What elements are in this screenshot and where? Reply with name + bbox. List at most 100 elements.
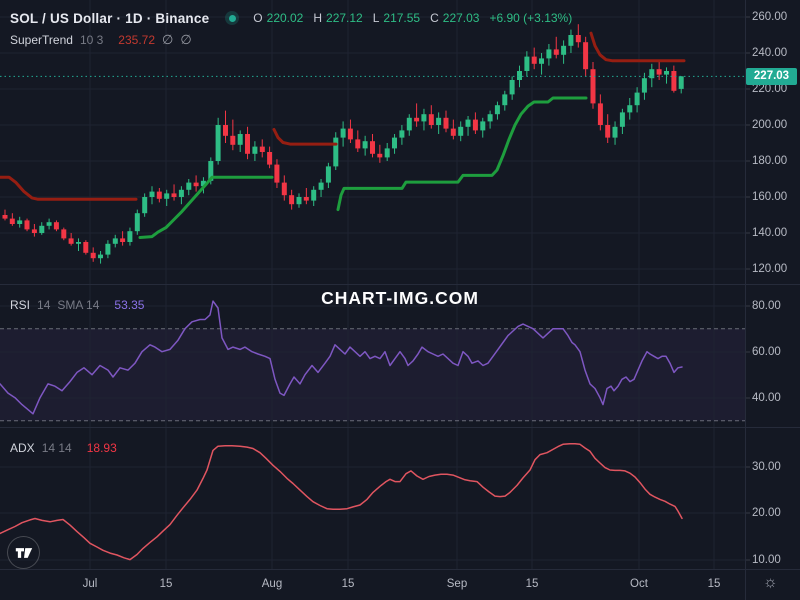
candle-body [142, 197, 148, 214]
candle-body [362, 141, 368, 149]
price-scale-label: 180.00 [752, 155, 788, 167]
rsi-value: 53.35 [114, 298, 145, 312]
candle-body [24, 220, 30, 230]
candle-body [318, 182, 324, 190]
candle-body [575, 35, 581, 43]
adx-value: 18.93 [86, 441, 117, 455]
ohlc-readout: O 220.02 H 227.12 L 217.55 C 227.03 +6.9… [253, 11, 578, 25]
candle-body [583, 42, 589, 70]
price-scale-label: 260.00 [752, 11, 788, 23]
candle-body [303, 197, 309, 201]
candle-body [377, 153, 383, 158]
candle-body [414, 117, 420, 122]
candle-body [553, 49, 559, 55]
candle-body [289, 195, 295, 205]
rsi-line [0, 300, 683, 415]
candle-body [370, 141, 375, 154]
price-scale-label: 120.00 [752, 263, 788, 275]
candle-body [164, 193, 170, 199]
close-value: 227.03 [442, 11, 480, 25]
price-scale-label: 240.00 [752, 47, 788, 59]
sun-icon[interactable]: ☼ [763, 574, 778, 591]
candle-body [509, 80, 515, 95]
candle-body [392, 137, 397, 149]
candle-body [90, 252, 96, 259]
open-value: 220.02 [266, 11, 304, 25]
candle-body [612, 126, 618, 138]
adx-indicator-name[interactable]: ADX [10, 441, 35, 455]
candle-body [171, 193, 177, 197]
candle-body [112, 238, 118, 244]
candle-body [436, 117, 442, 125]
candle-body [134, 213, 140, 232]
candle-body [215, 125, 221, 161]
change-value: +6.90 (+3.13%) [489, 11, 573, 25]
candle-body [664, 71, 669, 75]
candle-body [193, 182, 199, 187]
adx-params: 14 14 [41, 441, 72, 455]
candle-body [494, 105, 500, 115]
candle-body [347, 128, 353, 140]
rsi-indicator-name[interactable]: RSI [10, 298, 31, 312]
supertrend-value: 235.72 [118, 33, 155, 47]
tradingview-logo[interactable] [7, 536, 40, 569]
price-scale-label: 60.00 [752, 346, 781, 358]
candle-body [678, 76, 684, 89]
candle-body [223, 125, 228, 136]
rsi-param: 14 [37, 298, 51, 312]
candle-body [259, 146, 265, 152]
time-scale-label: 15 [159, 578, 173, 590]
candle-body [480, 121, 486, 131]
open-label: O [253, 11, 263, 25]
candle-body [450, 128, 456, 136]
candle-body [465, 119, 471, 127]
rsi-band [0, 328, 745, 421]
candle-body [597, 103, 603, 125]
price-scale-label: 140.00 [752, 227, 788, 239]
price-legend: SOL / US Dollar · 1D · Binance O 220.02 … [10, 8, 578, 49]
candle-body [524, 56, 530, 71]
candle-body [127, 231, 133, 242]
candle-body [531, 56, 537, 64]
rsi-ma-label: SMA 14 [57, 298, 100, 312]
candle-body [421, 114, 427, 122]
time-scale-label: 15 [525, 578, 539, 590]
supertrend-indicator-name[interactable]: SuperTrend [10, 33, 73, 47]
candle-body [2, 215, 8, 219]
supertrend-down-line [272, 128, 338, 146]
empty-set-icon: ∅ [162, 32, 174, 47]
symbol-title[interactable]: SOL / US Dollar · 1D · Binance [10, 10, 210, 26]
candle-body [31, 229, 37, 233]
adx-line [0, 443, 683, 561]
candle-body [274, 164, 280, 183]
candle-body [671, 71, 677, 91]
candle-body [539, 58, 544, 64]
candle-body [120, 238, 126, 242]
time-scale-label: Sep [446, 578, 468, 590]
candle-body [237, 134, 243, 145]
supertrend-down-line [0, 175, 138, 201]
candle-body [178, 189, 184, 197]
price-scale-label: 80.00 [752, 300, 781, 312]
close-label: C [430, 11, 439, 25]
candle-body [252, 146, 258, 154]
low-value: 217.55 [383, 11, 421, 25]
candle-body [605, 125, 611, 138]
candle-body [546, 49, 552, 59]
candle-body [325, 166, 331, 183]
supertrend-params: 10 3 [79, 33, 104, 47]
candle-body [296, 197, 302, 205]
candle-body [641, 78, 647, 93]
candle-body [53, 222, 59, 230]
candle-body [105, 243, 111, 255]
candle-body [590, 69, 596, 104]
price-scale-label: 220.00 [752, 83, 788, 95]
current-price-badge: 227.03 [746, 68, 797, 85]
candle-body [200, 180, 206, 187]
candle-body [98, 254, 103, 259]
supertrend-up-line [138, 175, 274, 239]
candle-body [17, 220, 23, 224]
high-label: H [313, 11, 323, 25]
